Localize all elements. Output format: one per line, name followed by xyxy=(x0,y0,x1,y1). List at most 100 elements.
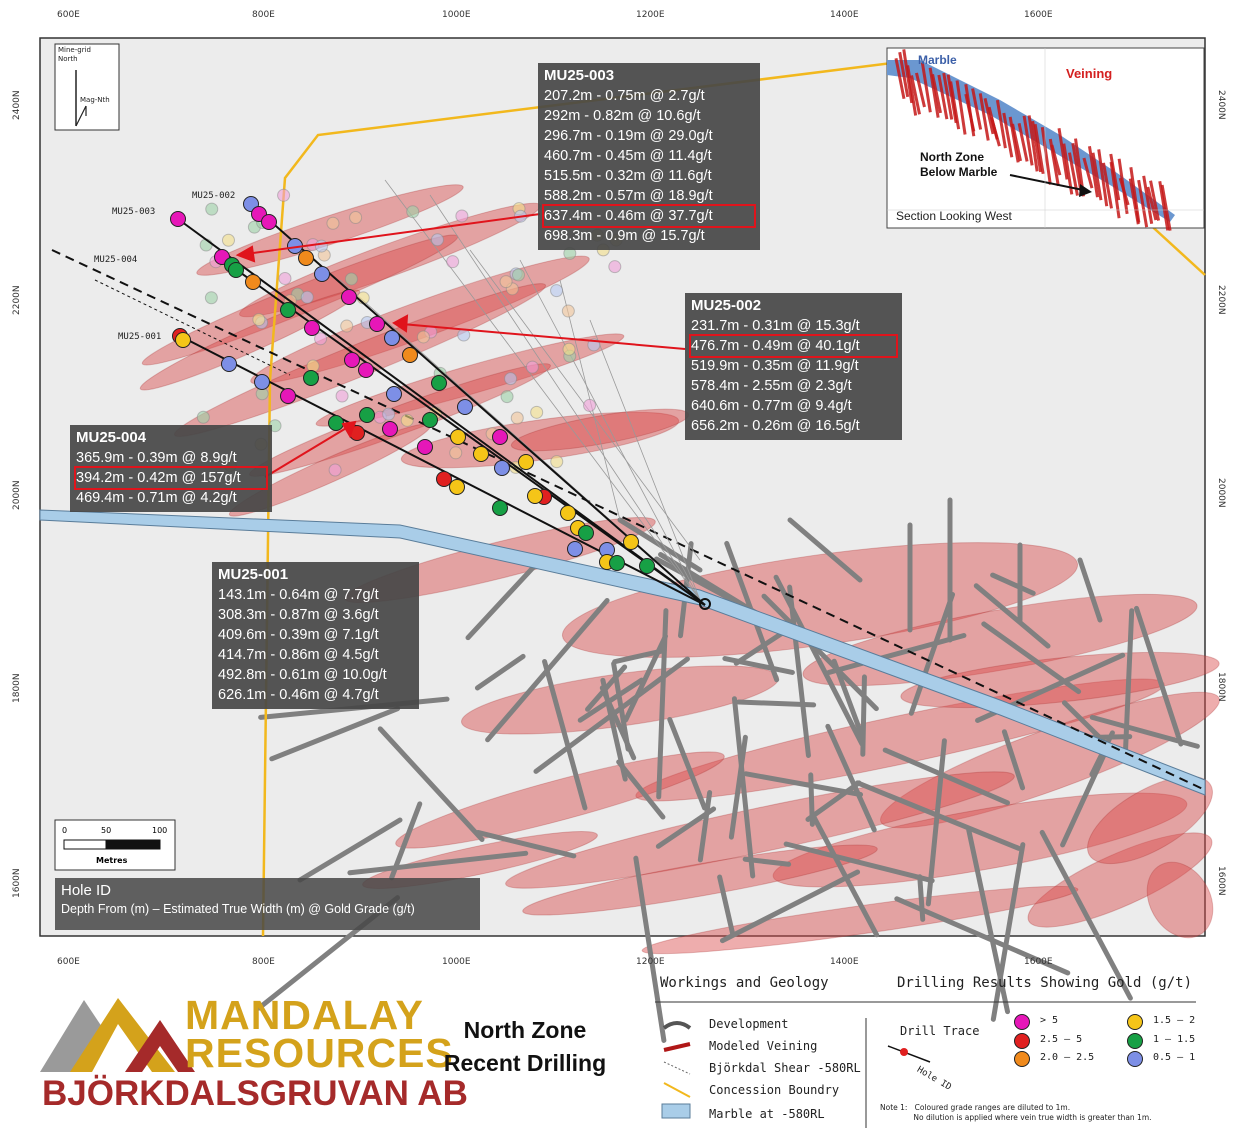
historic-assay-dot xyxy=(561,304,575,318)
vein-lens xyxy=(505,771,1015,889)
y-tick-right-1600: 1600N xyxy=(1216,866,1226,896)
tunnel-segment xyxy=(717,874,736,937)
grade-intercept-dot xyxy=(369,316,385,332)
legend-item-marble: Marble at -580RL xyxy=(709,1107,825,1121)
tunnel-segment xyxy=(973,583,1051,649)
y-tick-left-1600: 1600N xyxy=(12,868,22,898)
grade-intercept-dot xyxy=(245,274,261,290)
legend-grade-swatches xyxy=(1014,1014,1143,1067)
tunnel-segment xyxy=(577,677,645,723)
inset-vein-stroke xyxy=(1158,180,1170,231)
y-tick-left-2400: 2400N xyxy=(12,90,22,120)
callout-row: 519.9m - 0.35m @ 11.9g/t xyxy=(691,358,859,374)
north-arrow-box xyxy=(54,43,120,131)
callout-row: 656.2m - 0.26m @ 16.5g/t xyxy=(691,418,860,434)
historic-assay-dot xyxy=(455,209,469,223)
y-tick-left-2200: 2200N xyxy=(12,285,22,315)
tunnel-segment xyxy=(389,801,423,881)
legend-drill-trace-dot xyxy=(900,1048,908,1056)
historic-assay-dot xyxy=(406,205,420,219)
arrow-mu004 xyxy=(264,426,349,478)
inset-vein-stroke xyxy=(955,80,967,135)
tunnel-segment xyxy=(719,869,861,944)
grade-intercept-dot xyxy=(304,320,320,336)
historic-assay-dot xyxy=(278,271,292,285)
historic-assay-dot xyxy=(196,410,210,424)
x-tick-bottom-1400: 1400E xyxy=(830,957,859,967)
tunnel-segment xyxy=(733,630,786,666)
scale-bar-black xyxy=(105,839,161,850)
grade-intercept-dot xyxy=(328,415,344,431)
tunnel-segment xyxy=(855,780,1022,851)
tunnel-segment xyxy=(474,653,526,691)
callout-title: MU25-001 xyxy=(218,566,289,583)
tunnel-segment xyxy=(925,738,947,907)
tunnel-segment xyxy=(1001,729,1026,791)
legend-shear-swatch xyxy=(663,1061,691,1075)
x-tick-bottom-1200: 1200E xyxy=(636,957,665,967)
historic-assay-dot xyxy=(457,328,471,342)
grade-intercept-dot xyxy=(578,525,594,541)
historic-assay-dot xyxy=(416,330,430,344)
historic-assay-dot xyxy=(328,463,342,477)
inset-vein-stroke xyxy=(1022,115,1034,166)
grade-intercept-dot xyxy=(254,374,270,390)
hole-id-subtitle: Depth From (m) – Estimated True Width (m… xyxy=(61,902,415,916)
callout-mu25-004: MU25-004 365.9m - 0.39m @ 8.9g/t 394.2m - … xyxy=(70,425,272,512)
grade-intercept-dot xyxy=(382,421,398,437)
logo-mark xyxy=(40,998,195,1072)
tunnel-segment xyxy=(787,517,863,583)
historic-assay-dot xyxy=(252,313,266,327)
historic-assay-dot xyxy=(340,319,354,333)
callout-row: 698.3m - 0.9m @ 15.7g/t xyxy=(544,228,705,244)
tunnel-segment xyxy=(616,759,666,820)
vein-lens xyxy=(315,333,625,427)
historic-assay-points xyxy=(196,188,623,477)
tunnel-segment xyxy=(728,734,748,840)
grade-intercept-dot xyxy=(228,262,244,278)
inset-vein-stroke xyxy=(1109,153,1121,201)
tunnel-segment xyxy=(826,633,967,675)
y-tick-left-2000: 2000N xyxy=(12,480,22,510)
grade-intercept-dot xyxy=(314,266,330,282)
grade-intercept-dot xyxy=(431,375,447,391)
tunnel-segment xyxy=(1134,605,1184,747)
callout-row: 492.8m - 0.61m @ 10.0g/t xyxy=(218,667,387,683)
tunnel-segment xyxy=(269,706,401,762)
historic-assay-dot xyxy=(204,291,218,305)
legend-grade-dot xyxy=(1127,1051,1143,1067)
legend-item-shear: Björkdal Shear -580RL xyxy=(709,1061,861,1075)
inset-section xyxy=(887,48,1204,231)
y-tick-right-2200: 2200N xyxy=(1216,285,1226,315)
inset-vein-stroke xyxy=(1082,157,1094,189)
legend-grade-label: 0.5 – 1 xyxy=(1153,1052,1196,1063)
inset-vein-stroke xyxy=(983,97,995,135)
inset-vein-stroke xyxy=(949,81,961,130)
callout-row: 207.2m - 0.75m @ 2.7g/t xyxy=(544,88,705,104)
legend-grade-dot xyxy=(1014,1014,1030,1030)
legend-item-development: Development xyxy=(709,1017,789,1031)
callout-row: 296.7m - 0.19m @ 29.0g/t xyxy=(544,128,713,144)
hole-id-legend: Hole ID Depth From (m) – Estimated True … xyxy=(55,878,480,930)
historic-drill-trace xyxy=(384,179,701,601)
historic-assay-dot xyxy=(511,268,525,282)
tunnel-segment xyxy=(612,648,667,665)
historic-assay-dot xyxy=(277,188,291,202)
inset-vein-stroke xyxy=(915,72,926,108)
grade-intercepts xyxy=(170,196,655,574)
inset-vein-stroke xyxy=(1109,161,1121,219)
grade-intercept-dot xyxy=(341,289,357,305)
drill-trace-mu25-003 xyxy=(177,218,706,606)
logo-line3: BJÖRKDALSGRUVAN AB xyxy=(42,1074,468,1113)
hole-label-mu25-003: MU25-003 xyxy=(112,207,156,217)
historic-drill-trace xyxy=(429,194,701,601)
inset-vein-stroke xyxy=(1031,120,1043,173)
historic-assay-dot xyxy=(525,360,539,374)
historic-assay-dot xyxy=(205,202,219,216)
north-arrow-mag xyxy=(75,105,87,127)
inset-vein-stroke xyxy=(1137,179,1149,228)
inset-vein-stroke xyxy=(942,72,954,120)
bjorkdal-shear-trace-2 xyxy=(94,279,291,376)
inset-vein-stroke xyxy=(902,49,914,104)
vein-lens xyxy=(1146,861,1214,939)
